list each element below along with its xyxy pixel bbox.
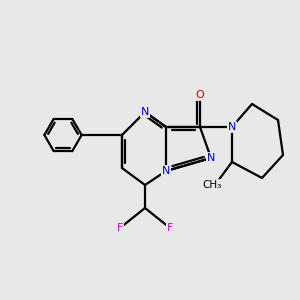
Text: F: F <box>167 223 173 233</box>
Text: F: F <box>117 223 123 233</box>
Text: O: O <box>196 90 204 100</box>
Text: N: N <box>228 122 236 132</box>
Text: N: N <box>162 166 170 176</box>
Text: CH₃: CH₃ <box>202 180 222 190</box>
Text: N: N <box>141 107 149 117</box>
Text: N: N <box>207 153 215 163</box>
